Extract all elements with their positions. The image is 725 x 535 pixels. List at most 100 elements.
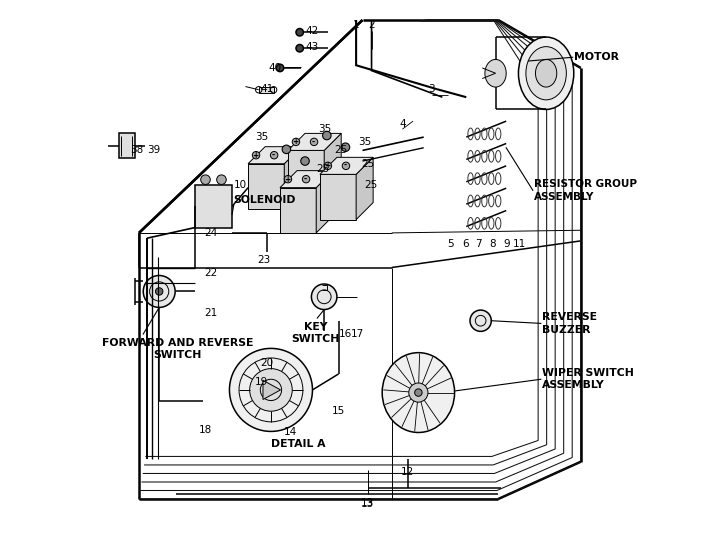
Polygon shape xyxy=(320,174,356,219)
Text: 41: 41 xyxy=(260,84,273,94)
Text: 21: 21 xyxy=(204,308,218,318)
Text: RESISTOR GROUP
ASSEMBLY: RESISTOR GROUP ASSEMBLY xyxy=(534,179,637,202)
Text: 25: 25 xyxy=(334,146,348,155)
Text: 35: 35 xyxy=(254,132,268,142)
Text: +: + xyxy=(292,137,299,147)
Text: 5: 5 xyxy=(447,239,454,249)
Text: 35: 35 xyxy=(359,137,372,148)
Ellipse shape xyxy=(310,138,318,146)
Polygon shape xyxy=(248,147,302,164)
Text: 17: 17 xyxy=(351,329,364,339)
Text: 6: 6 xyxy=(463,239,469,249)
Ellipse shape xyxy=(302,175,310,183)
Text: 13: 13 xyxy=(361,498,374,508)
Bar xyxy=(259,87,273,93)
Ellipse shape xyxy=(282,145,291,154)
Text: 1: 1 xyxy=(353,20,360,30)
Text: 7: 7 xyxy=(475,239,482,249)
Polygon shape xyxy=(288,150,324,196)
Text: 16: 16 xyxy=(339,329,352,339)
Text: 24: 24 xyxy=(204,228,218,238)
Ellipse shape xyxy=(296,28,304,36)
Text: 40: 40 xyxy=(268,63,281,73)
Text: 11: 11 xyxy=(513,239,526,249)
Polygon shape xyxy=(320,157,373,174)
Text: 8: 8 xyxy=(489,239,496,249)
Text: 19: 19 xyxy=(254,377,268,387)
Polygon shape xyxy=(288,133,341,150)
Bar xyxy=(119,133,135,158)
Text: 25: 25 xyxy=(361,159,374,169)
Ellipse shape xyxy=(144,276,175,308)
Text: WIPER SWITCH
ASSEMBLY: WIPER SWITCH ASSEMBLY xyxy=(542,368,634,391)
Text: -: - xyxy=(272,151,275,160)
Polygon shape xyxy=(356,157,373,219)
Text: 14: 14 xyxy=(284,427,297,438)
Polygon shape xyxy=(195,185,232,227)
Ellipse shape xyxy=(229,348,312,431)
Ellipse shape xyxy=(409,383,428,402)
Text: 3: 3 xyxy=(428,84,435,94)
Ellipse shape xyxy=(217,175,226,185)
Text: 13: 13 xyxy=(361,499,374,509)
Polygon shape xyxy=(263,380,281,400)
Text: REVERSE
BUZZER: REVERSE BUZZER xyxy=(542,312,597,334)
Text: DETAIL A: DETAIL A xyxy=(271,439,326,449)
Text: MOTOR: MOTOR xyxy=(573,52,619,62)
Ellipse shape xyxy=(155,288,163,295)
Polygon shape xyxy=(284,147,302,209)
Ellipse shape xyxy=(470,310,492,331)
Text: 4: 4 xyxy=(399,119,406,129)
Polygon shape xyxy=(248,164,284,209)
Polygon shape xyxy=(316,171,334,233)
Ellipse shape xyxy=(249,369,292,411)
Text: 25: 25 xyxy=(364,180,377,190)
Text: 42: 42 xyxy=(305,26,318,36)
Ellipse shape xyxy=(270,151,278,159)
Text: SOLENOID: SOLENOID xyxy=(233,195,297,205)
Ellipse shape xyxy=(312,284,337,310)
Text: 38: 38 xyxy=(130,146,143,155)
Ellipse shape xyxy=(324,162,331,170)
Polygon shape xyxy=(280,171,334,188)
Text: 10: 10 xyxy=(233,180,247,190)
Text: FORWARD AND REVERSE
SWITCH: FORWARD AND REVERSE SWITCH xyxy=(102,338,253,360)
Text: KEY
SWITCH: KEY SWITCH xyxy=(291,322,340,344)
Text: 12: 12 xyxy=(401,468,415,477)
Text: 25: 25 xyxy=(316,164,329,174)
Text: 20: 20 xyxy=(260,358,273,368)
Text: -: - xyxy=(312,137,315,147)
Text: 9: 9 xyxy=(503,239,510,249)
Ellipse shape xyxy=(201,175,210,185)
Ellipse shape xyxy=(342,162,349,170)
Ellipse shape xyxy=(276,64,283,72)
Ellipse shape xyxy=(292,138,299,146)
Text: 35: 35 xyxy=(318,124,332,134)
Polygon shape xyxy=(324,133,341,196)
Text: -: - xyxy=(304,174,307,184)
Text: +: + xyxy=(324,162,331,170)
Text: -: - xyxy=(344,162,347,170)
Ellipse shape xyxy=(341,143,349,151)
Polygon shape xyxy=(280,188,316,233)
Ellipse shape xyxy=(382,353,455,432)
Text: 39: 39 xyxy=(147,146,160,155)
Text: 18: 18 xyxy=(199,425,212,435)
Text: 15: 15 xyxy=(332,406,345,416)
Text: 2: 2 xyxy=(368,20,375,30)
Ellipse shape xyxy=(301,157,310,165)
Ellipse shape xyxy=(518,37,573,110)
Text: 22: 22 xyxy=(204,268,218,278)
Ellipse shape xyxy=(526,47,566,100)
Ellipse shape xyxy=(536,59,557,87)
Text: +: + xyxy=(252,151,258,160)
Ellipse shape xyxy=(252,151,260,159)
Ellipse shape xyxy=(284,175,291,183)
Ellipse shape xyxy=(415,389,422,396)
Text: 23: 23 xyxy=(257,255,270,264)
Text: 43: 43 xyxy=(305,42,318,52)
Ellipse shape xyxy=(296,44,304,52)
Text: +: + xyxy=(284,174,291,184)
Ellipse shape xyxy=(485,59,506,87)
Ellipse shape xyxy=(323,131,331,140)
